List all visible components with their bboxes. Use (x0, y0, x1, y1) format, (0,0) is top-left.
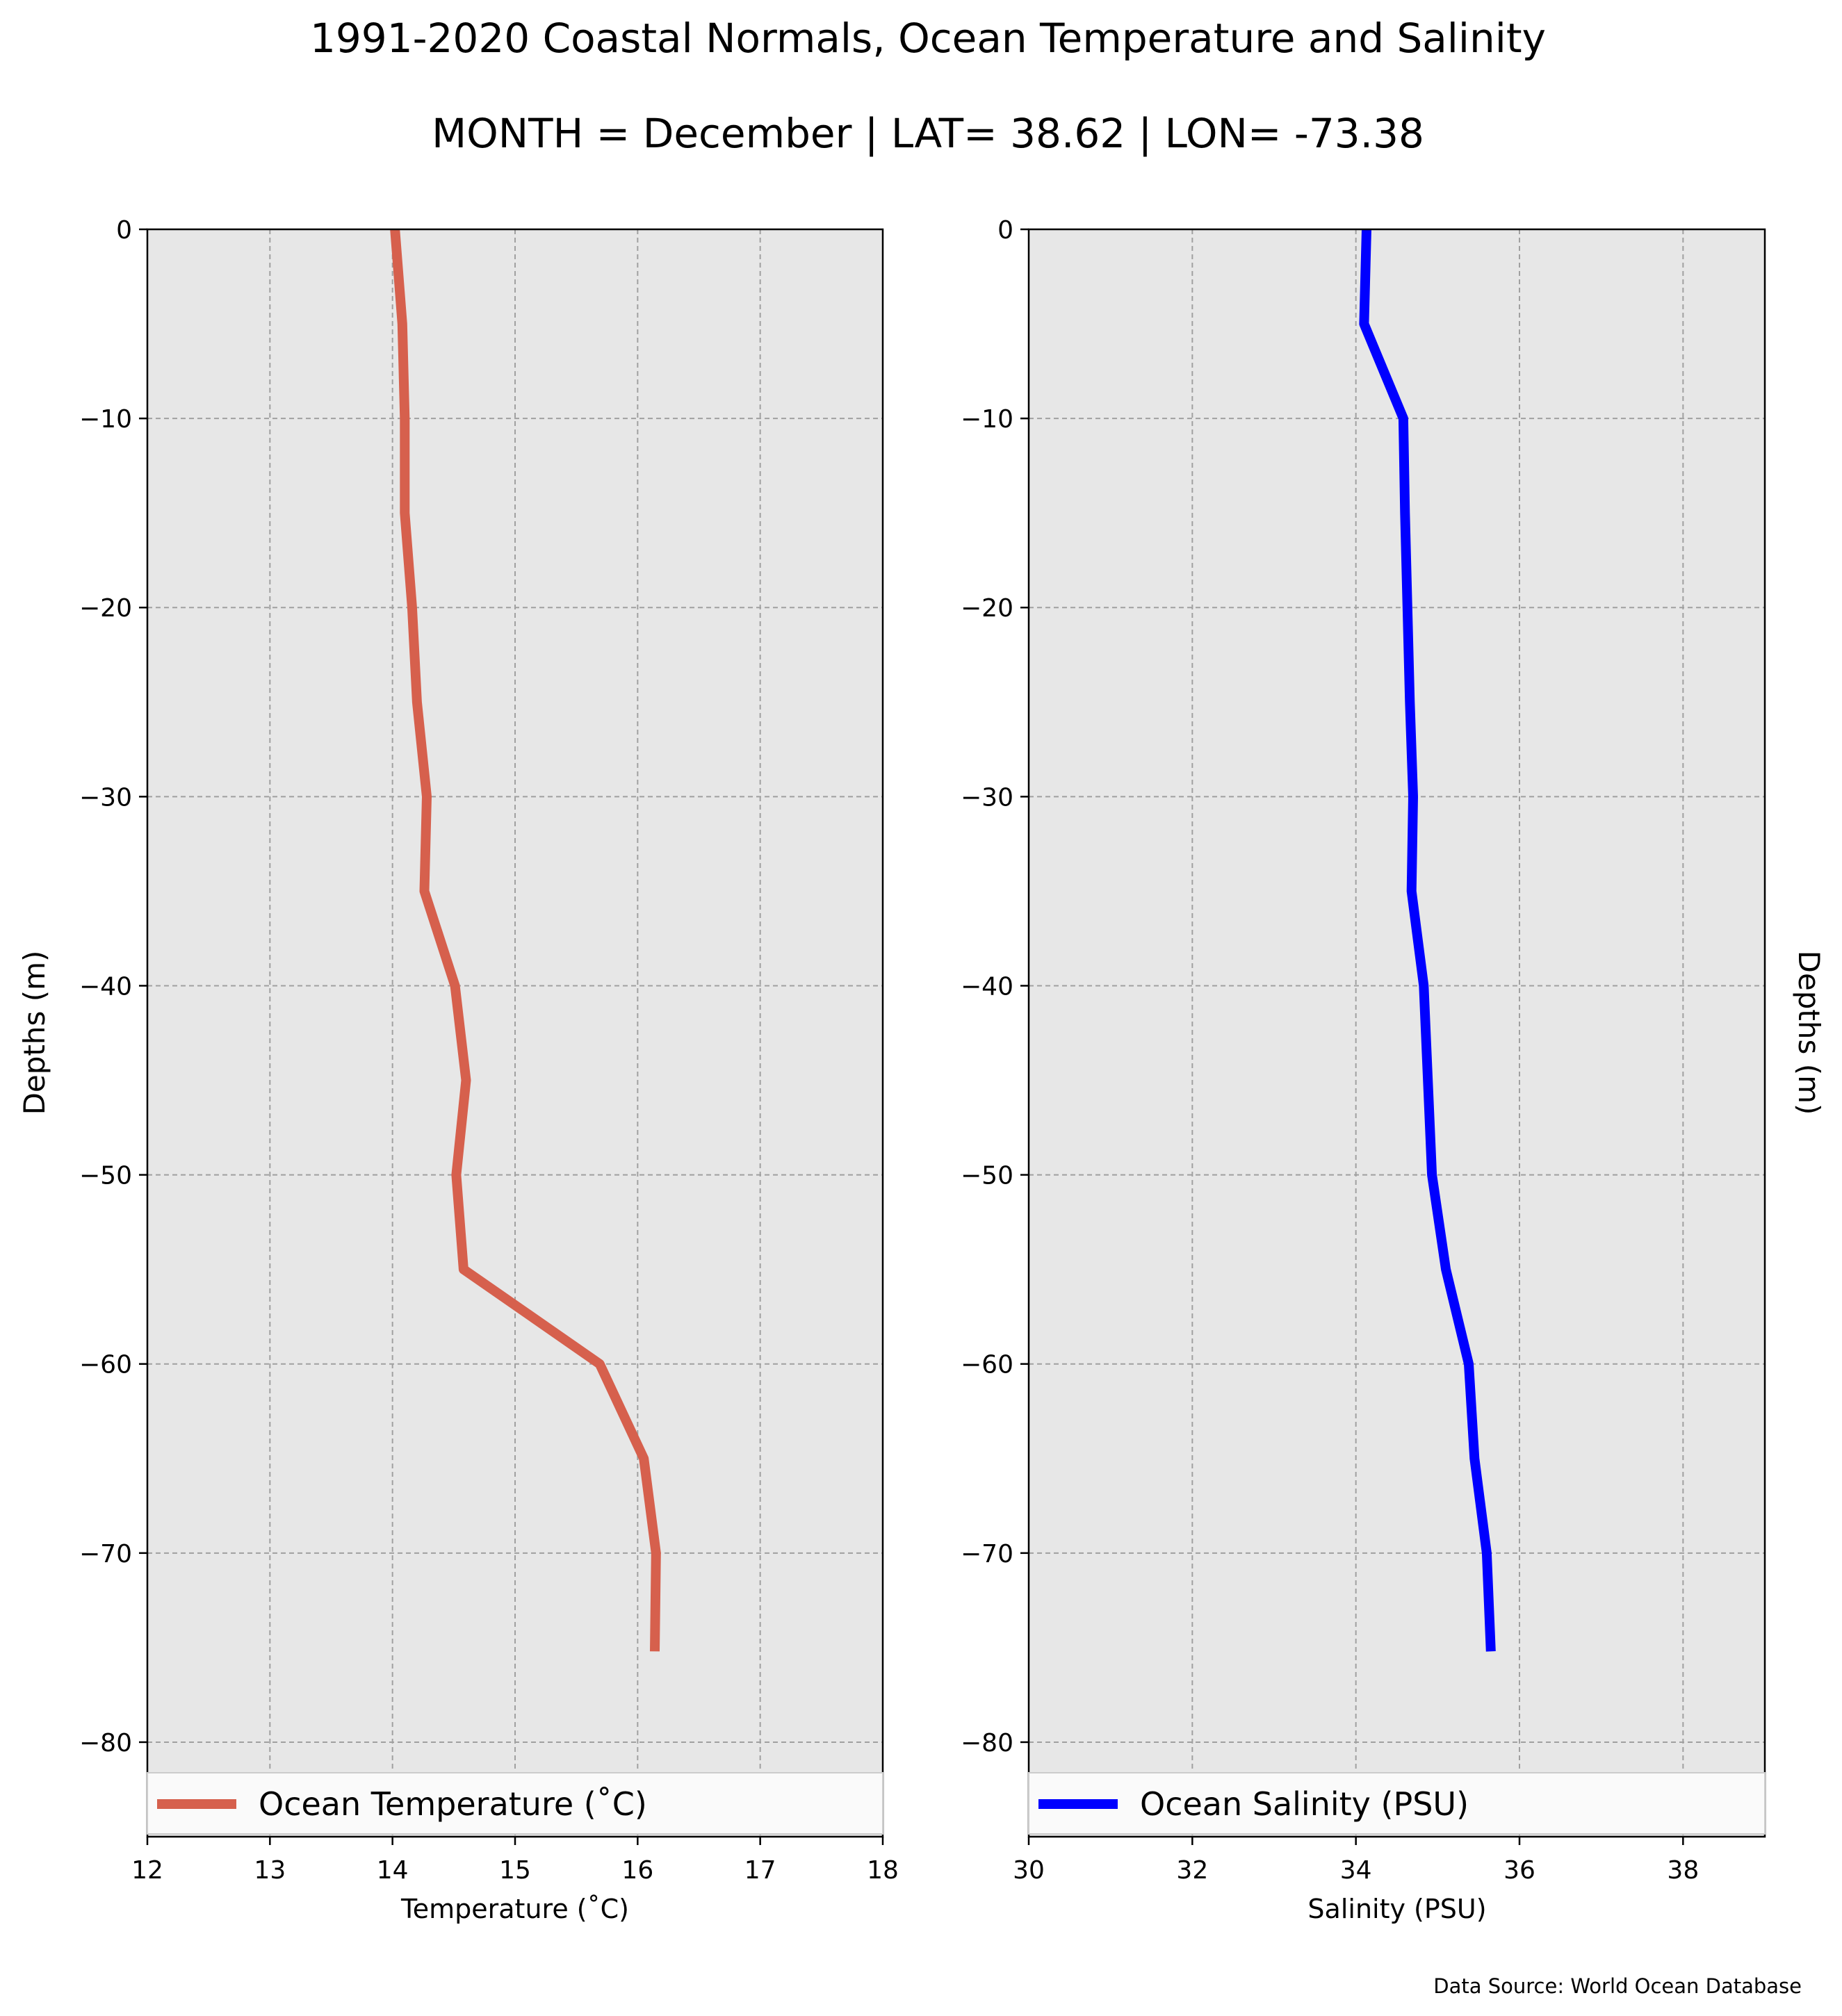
temperature-x-tick-label: 17 (744, 1856, 776, 1885)
temperature-series-line (390, 229, 661, 1652)
salinity-x-tick-label: 32 (1176, 1856, 1208, 1885)
salinity-y-tick-label: −80 (961, 1729, 1013, 1757)
salinity-x-tick-label: 36 (1503, 1856, 1535, 1885)
temperature-x-tick-label: 18 (867, 1856, 899, 1885)
temperature-x-tick-label: 13 (254, 1856, 286, 1885)
temperature-y-tick-label: −70 (79, 1540, 132, 1568)
temperature-y-tick-label: −10 (79, 405, 132, 434)
salinity-x-tick-label: 30 (1013, 1856, 1045, 1885)
salinity-x-axis-label: Salinity (PSU) (1307, 1894, 1486, 1924)
salinity-legend: Ocean Salinity (PSU) (1028, 1772, 1766, 1835)
temperature-y-ticks: 0 −10 −20 −30 −40 −50 −60 −70 −80 (79, 216, 147, 1757)
temperature-y-tick-label: −40 (79, 972, 132, 1001)
salinity-y-ticks: 0 −10 −20 −30 −40 −50 −60 −70 −80 (961, 216, 1029, 1757)
temperature-x-tick-label: 12 (131, 1856, 163, 1885)
salinity-x-tick-label: 34 (1340, 1856, 1372, 1885)
temperature-x-axis-label: Temperature (˚C) (400, 1894, 629, 1924)
temperature-y-tick-label: −80 (79, 1729, 132, 1757)
salinity-y-tick-label: −70 (961, 1540, 1013, 1568)
temperature-x-ticks: 12 13 14 15 16 17 18 (131, 1837, 899, 1885)
salinity-x-ticks: 30 32 34 36 38 (1013, 1837, 1699, 1885)
temperature-y-axis-label: Depths (m) (17, 951, 51, 1115)
temperature-y-tick-label: −30 (79, 783, 132, 812)
salinity-plot-area (1029, 229, 1765, 1837)
temperature-y-tick-label: −50 (79, 1162, 132, 1190)
temperature-legend: Ocean Temperature (˚C) (147, 1772, 883, 1835)
salinity-axes-frame (1027, 228, 1766, 1838)
salinity-y-tick-label: −40 (961, 972, 1013, 1001)
salinity-panel: 0 −10 −20 −30 −40 −50 −60 −70 −80 30 32 34 36 38 Oce… (961, 216, 1826, 1924)
salinity-x-tick-label: 38 (1667, 1856, 1699, 1885)
salinity-y-tick-label: −30 (961, 783, 1013, 812)
salinity-legend-box (1028, 1772, 1766, 1835)
salinity-y-tick-label: −60 (961, 1351, 1013, 1379)
temperature-x-tick-label: 15 (499, 1856, 531, 1885)
figure-title: 1991-2020 Coastal Normals, Ocean Tempera… (310, 15, 1546, 62)
temperature-x-tick-label: 14 (377, 1856, 409, 1885)
temperature-y-tick-label: 0 (116, 216, 132, 245)
temperature-gridlines (147, 229, 883, 1837)
temperature-legend-box (147, 1772, 883, 1835)
salinity-y-tick-label: −20 (961, 594, 1013, 623)
temperature-x-tick-label: 16 (621, 1856, 653, 1885)
figure-subtitle: MONTH = December | LAT= 38.62 | LON= -73… (432, 110, 1424, 157)
temperature-y-tick-label: −60 (79, 1351, 132, 1379)
temperature-y-tick-label: −20 (79, 594, 132, 623)
salinity-y-tick-label: −50 (961, 1162, 1013, 1190)
salinity-y-tick-label: −10 (961, 405, 1013, 434)
temperature-legend-label: Ocean Temperature (˚C) (259, 1785, 647, 1823)
salinity-series-line (1359, 229, 1496, 1652)
salinity-gridlines (1029, 229, 1765, 1837)
data-source-note: Data Source: World Ocean Database (1433, 1974, 1802, 1998)
salinity-legend-label: Ocean Salinity (PSU) (1140, 1785, 1469, 1823)
salinity-y-tick-label: 0 (997, 216, 1013, 245)
temperature-panel: 0 −10 −20 −30 −40 −50 −60 −70 −80 12 13 14 15 16 17 18… (17, 216, 899, 1924)
salinity-y-axis-label: Depths (m) (1792, 951, 1826, 1115)
